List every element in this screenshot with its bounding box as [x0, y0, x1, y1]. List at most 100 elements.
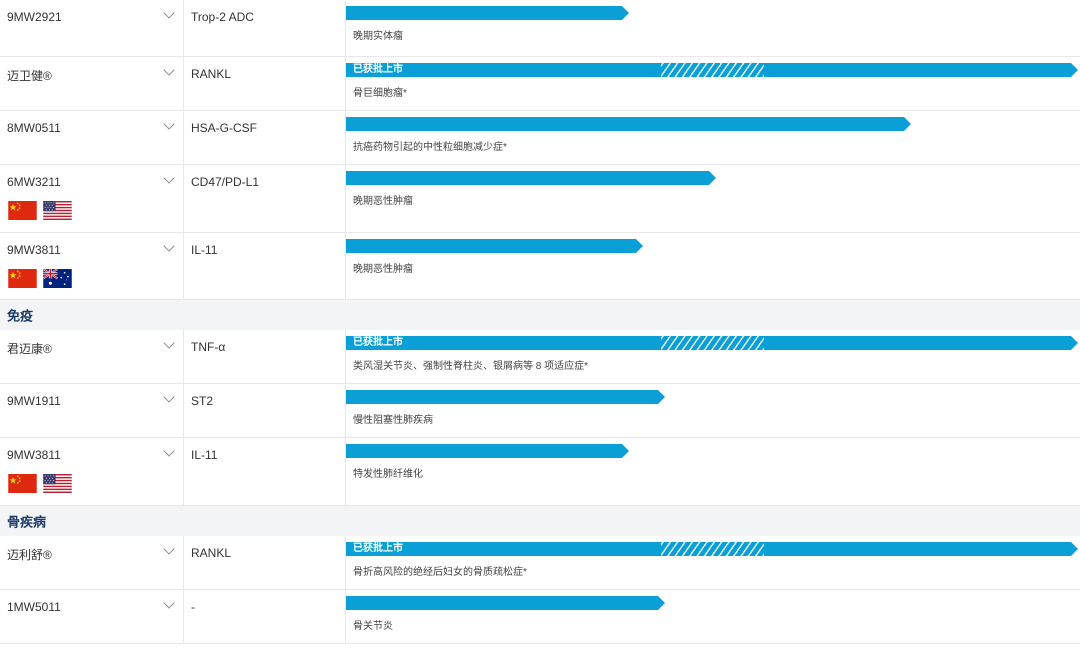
drug-name-cell[interactable]: 1MW5011 [0, 590, 184, 643]
pipeline-row[interactable]: 9MW1911 ST2 慢性阻塞性肺疾病 [0, 384, 1080, 438]
target-name: HSA-G-CSF [191, 121, 257, 135]
progress-bar [346, 6, 629, 20]
target-name: Trop-2 ADC [191, 10, 254, 24]
chevron-down-icon[interactable] [163, 597, 175, 609]
target-cell: TNF-α [184, 330, 346, 383]
china-flag-icon [7, 269, 38, 288]
hatched-segment [661, 336, 764, 350]
target-cell: RANKL [184, 536, 346, 589]
progress-bar-tip [1071, 63, 1078, 77]
drug-name: 8MW0511 [7, 121, 61, 135]
progress-bar-tip [1071, 336, 1078, 350]
progress-bar: 已获批上市 [346, 336, 1078, 350]
progress-bar-tip [904, 117, 911, 131]
progress-bar [346, 596, 665, 610]
progress-bar-tip [622, 6, 629, 20]
category-header: 骨疾病 [0, 506, 1080, 536]
chevron-down-icon[interactable] [163, 445, 175, 457]
pipeline-row[interactable]: 迈利舒® RANKL 已获批上市 骨折高风险的绝经后妇女的骨质疏松症* [0, 536, 1080, 590]
indication-text: 骨巨细胞瘤* [353, 88, 407, 99]
drug-name: 1MW5011 [7, 600, 61, 614]
target-cell: CD47/PD-L1 [184, 165, 346, 232]
hatched-segment [661, 63, 764, 77]
drug-name: 迈卫健® [7, 69, 52, 83]
progress-bar [346, 117, 911, 131]
drug-name-cell[interactable]: 9MW2921 [0, 0, 184, 56]
drug-name-cell[interactable]: 9MW3811 [0, 233, 184, 299]
drug-name-cell[interactable]: 9MW1911 [0, 384, 184, 437]
target-name: TNF-α [191, 340, 226, 354]
china-flag-icon [7, 474, 38, 493]
target-name: - [191, 600, 195, 614]
chevron-down-icon[interactable] [163, 118, 175, 130]
usa-flag-icon [42, 201, 73, 220]
chevron-down-icon[interactable] [163, 391, 175, 403]
pipeline-row[interactable]: 6MW3211 CD47/PD-L1 晚期恶性肿瘤 [0, 165, 1080, 233]
target-name: RANKL [191, 67, 232, 81]
drug-name-cell[interactable]: 6MW3211 [0, 165, 184, 232]
category-header: 免疫 [0, 300, 1080, 330]
progress-bar [346, 390, 665, 404]
pipeline-row[interactable]: 9MW3811 IL-11 晚期恶性肿瘤 [0, 233, 1080, 300]
progress-cell: 慢性阻塞性肺疾病 [346, 384, 1080, 437]
progress-cell: 已获批上市骨巨细胞瘤* [346, 57, 1080, 110]
target-cell: - [184, 590, 346, 643]
progress-bar-tip [709, 171, 716, 185]
target-cell: RANKL [184, 57, 346, 110]
progress-cell: 已获批上市 骨折高风险的绝经后妇女的骨质疏松症* [346, 536, 1080, 589]
target-name: ST2 [191, 394, 214, 408]
progress-bar-tip [622, 444, 629, 458]
indication-text: 慢性阻塞性肺疾病 [353, 415, 433, 426]
drug-name-cell[interactable]: 迈利舒® [0, 536, 184, 589]
chevron-down-icon[interactable] [163, 7, 175, 19]
china-flag-icon [7, 201, 38, 220]
region-flags [7, 201, 73, 220]
target-cell: HSA-G-CSF [184, 111, 346, 164]
indication-text: 抗癌药物引起的中性粒细胞减少症* [353, 142, 507, 153]
target-cell: Trop-2 ADC [184, 0, 346, 56]
pipeline-row[interactable]: 1MW5011 - 骨关节炎 [0, 590, 1080, 644]
chevron-down-icon[interactable] [163, 543, 175, 555]
progress-bar-tip [1071, 542, 1078, 556]
category-label: 免疫 [7, 308, 34, 324]
target-cell: IL-11 [184, 233, 346, 299]
drug-name-cell[interactable]: 8MW0511 [0, 111, 184, 164]
australia-flag-icon [42, 269, 73, 288]
drug-name-cell[interactable]: 9MW3811 [0, 438, 184, 505]
chevron-down-icon[interactable] [163, 172, 175, 184]
drug-name: 9MW3811 [7, 448, 61, 462]
chevron-down-icon[interactable] [163, 337, 175, 349]
target-name: IL-11 [191, 243, 218, 257]
pipeline-row[interactable]: 君迈康® TNF-α 已获批上市类风湿关节炎、强制性脊柱炎、银屑病等 8 项适应症* [0, 330, 1080, 384]
progress-bar [346, 444, 629, 458]
progress-cell: 骨关节炎 [346, 590, 1080, 643]
pipeline-row[interactable]: 9MW2921 Trop-2 ADC 晚期实体瘤 [0, 0, 1080, 57]
chevron-down-icon[interactable] [163, 64, 175, 76]
category-label: 骨疾病 [7, 514, 47, 530]
approval-status: 已获批上市 [353, 337, 403, 348]
drug-name-cell[interactable]: 迈卫健® [0, 57, 184, 110]
progress-bar: 已获批上市 [346, 63, 1078, 77]
drug-name-cell[interactable]: 君迈康® [0, 330, 184, 383]
target-name: CD47/PD-L1 [191, 175, 260, 189]
target-name: IL-11 [191, 448, 218, 462]
indication-text: 类风湿关节炎、强制性脊柱炎、银屑病等 8 项适应症* [353, 361, 589, 372]
progress-cell: 晚期恶性肿瘤 [346, 165, 1080, 232]
indication-text: 骨关节炎 [353, 621, 393, 632]
pipeline-row[interactable]: 8MW0511 HSA-G-CSF 抗癌药物引起的中性粒细胞减少症* [0, 111, 1080, 165]
progress-bar-tip [658, 390, 665, 404]
progress-cell: 晚期实体瘤 [346, 0, 1080, 56]
indication-text: 晚期恶性肿瘤 [353, 264, 413, 275]
target-name: RANKL [191, 546, 232, 560]
pipeline-row[interactable]: 9MW3811 IL-11 特发性肺纤维化 [0, 438, 1080, 506]
pipeline-row[interactable]: 迈卫健® RANKL 已获批上市骨巨细胞瘤* [0, 57, 1080, 111]
approval-status: 已获批上市 [353, 543, 403, 554]
region-flags [7, 474, 73, 493]
approval-status: 已获批上市 [353, 64, 403, 75]
indication-text: 晚期实体瘤 [353, 31, 403, 42]
progress-bar [346, 239, 643, 253]
drug-name: 9MW1911 [7, 394, 61, 408]
chevron-down-icon[interactable] [163, 240, 175, 252]
progress-cell: 抗癌药物引起的中性粒细胞减少症* [346, 111, 1080, 164]
